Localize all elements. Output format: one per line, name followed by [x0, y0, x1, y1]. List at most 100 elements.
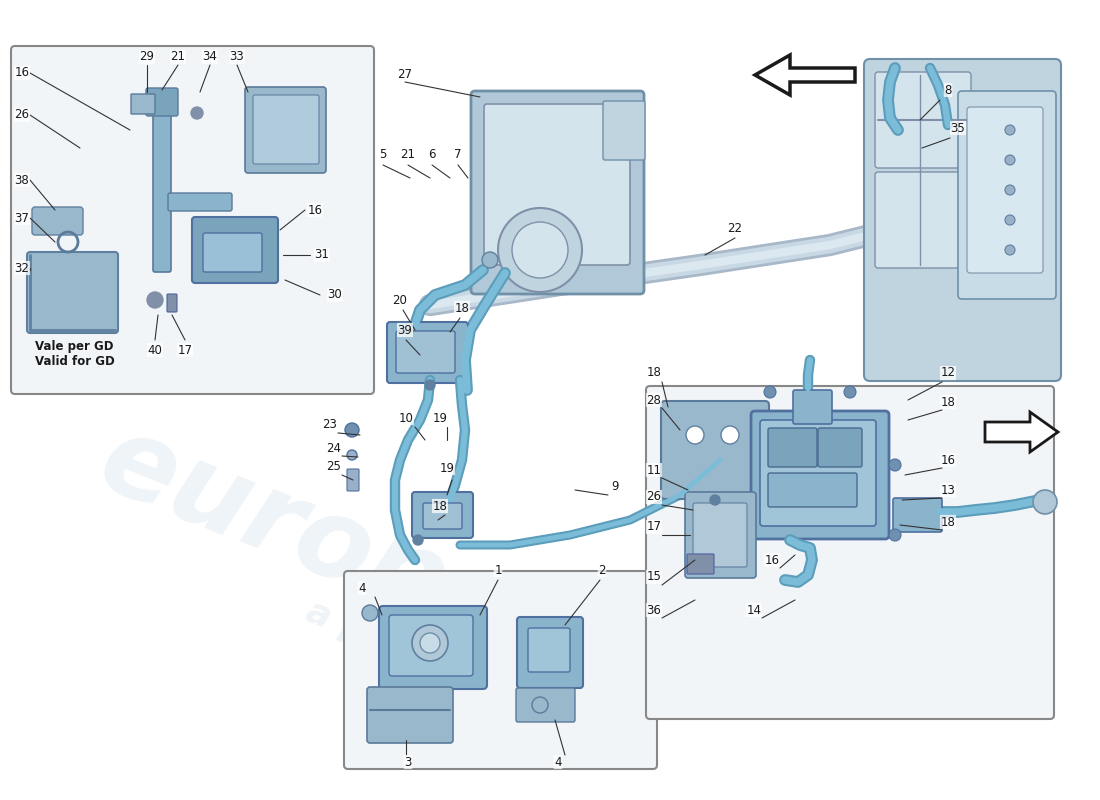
FancyBboxPatch shape — [245, 87, 326, 173]
Text: 18: 18 — [940, 515, 956, 529]
Text: 31: 31 — [315, 249, 329, 262]
Text: 26: 26 — [647, 490, 661, 503]
FancyBboxPatch shape — [471, 91, 644, 294]
FancyBboxPatch shape — [379, 606, 487, 689]
FancyBboxPatch shape — [367, 687, 453, 743]
Text: 22: 22 — [727, 222, 742, 234]
Text: 35: 35 — [950, 122, 966, 134]
Text: 27: 27 — [397, 67, 412, 81]
Circle shape — [362, 605, 378, 621]
Text: 21: 21 — [400, 149, 416, 162]
FancyBboxPatch shape — [874, 72, 971, 168]
FancyBboxPatch shape — [28, 252, 118, 333]
FancyBboxPatch shape — [11, 46, 374, 394]
Circle shape — [1005, 245, 1015, 255]
FancyBboxPatch shape — [958, 91, 1056, 299]
Circle shape — [425, 380, 435, 390]
Text: 21: 21 — [170, 50, 186, 63]
Circle shape — [420, 633, 440, 653]
Text: 18: 18 — [432, 499, 448, 513]
Text: 36: 36 — [647, 603, 661, 617]
FancyBboxPatch shape — [768, 473, 857, 507]
Text: 24: 24 — [327, 442, 341, 454]
Text: 26: 26 — [14, 109, 30, 122]
Circle shape — [844, 386, 856, 398]
Text: 17: 17 — [647, 521, 661, 534]
Text: 37: 37 — [14, 211, 30, 225]
FancyBboxPatch shape — [424, 503, 462, 529]
Text: 19: 19 — [440, 462, 454, 474]
FancyBboxPatch shape — [131, 94, 155, 114]
Circle shape — [720, 426, 739, 444]
Text: 34: 34 — [202, 50, 218, 63]
FancyBboxPatch shape — [893, 498, 942, 532]
FancyBboxPatch shape — [204, 233, 262, 272]
FancyBboxPatch shape — [793, 390, 832, 424]
FancyBboxPatch shape — [153, 98, 170, 272]
Circle shape — [412, 535, 424, 545]
Circle shape — [1005, 155, 1015, 165]
Circle shape — [889, 459, 901, 471]
FancyBboxPatch shape — [192, 217, 278, 283]
Text: Vale per GD
Valid for GD: Vale per GD Valid for GD — [35, 340, 114, 368]
Text: a passion for: a passion for — [301, 594, 559, 726]
Text: 30: 30 — [328, 289, 342, 302]
FancyBboxPatch shape — [603, 101, 645, 160]
Text: 16: 16 — [14, 66, 30, 79]
Circle shape — [512, 222, 568, 278]
Text: europes: europes — [85, 406, 595, 694]
Circle shape — [498, 208, 582, 292]
Circle shape — [1005, 125, 1015, 135]
Circle shape — [147, 292, 163, 308]
Text: 23: 23 — [322, 418, 338, 431]
FancyBboxPatch shape — [346, 469, 359, 491]
Text: 8: 8 — [944, 83, 952, 97]
FancyBboxPatch shape — [760, 420, 876, 526]
FancyBboxPatch shape — [967, 107, 1043, 273]
Text: 17: 17 — [177, 343, 192, 357]
FancyBboxPatch shape — [516, 688, 575, 722]
FancyBboxPatch shape — [685, 492, 756, 578]
Text: 18: 18 — [940, 395, 956, 409]
FancyBboxPatch shape — [688, 554, 714, 574]
Text: 40: 40 — [147, 343, 163, 357]
Text: 16: 16 — [764, 554, 780, 566]
Text: 28: 28 — [647, 394, 661, 406]
Circle shape — [345, 423, 359, 437]
FancyBboxPatch shape — [751, 411, 889, 539]
FancyBboxPatch shape — [768, 428, 817, 467]
Circle shape — [1005, 185, 1015, 195]
Text: 25: 25 — [327, 461, 341, 474]
Text: 38: 38 — [14, 174, 30, 186]
Text: 29: 29 — [140, 50, 154, 63]
Circle shape — [346, 450, 358, 460]
Text: 2: 2 — [598, 563, 606, 577]
Text: for parts: for parts — [661, 491, 799, 569]
FancyBboxPatch shape — [146, 88, 178, 116]
FancyBboxPatch shape — [389, 615, 473, 676]
FancyBboxPatch shape — [387, 322, 468, 383]
Text: 32: 32 — [14, 262, 30, 274]
Circle shape — [764, 386, 776, 398]
FancyBboxPatch shape — [661, 401, 769, 499]
Circle shape — [482, 252, 498, 268]
Text: 16: 16 — [308, 203, 322, 217]
FancyBboxPatch shape — [344, 571, 657, 769]
Text: 11: 11 — [647, 463, 661, 477]
Text: 1: 1 — [494, 563, 502, 577]
Circle shape — [686, 426, 704, 444]
FancyBboxPatch shape — [818, 428, 862, 467]
Text: 4: 4 — [359, 582, 365, 594]
Text: 19: 19 — [432, 411, 448, 425]
FancyBboxPatch shape — [396, 331, 455, 373]
Text: 16: 16 — [940, 454, 956, 466]
Text: 18: 18 — [647, 366, 661, 379]
Text: 5: 5 — [379, 149, 387, 162]
FancyBboxPatch shape — [646, 386, 1054, 719]
FancyBboxPatch shape — [412, 492, 473, 538]
Text: 10: 10 — [398, 411, 414, 425]
Polygon shape — [984, 412, 1058, 452]
FancyBboxPatch shape — [32, 207, 82, 235]
Text: 18: 18 — [454, 302, 470, 314]
FancyBboxPatch shape — [484, 104, 630, 265]
